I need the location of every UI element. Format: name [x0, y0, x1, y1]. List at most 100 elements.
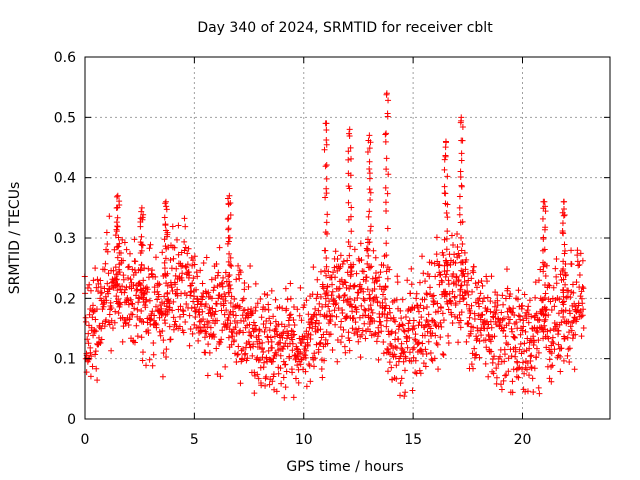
data-point [578, 333, 585, 340]
data-point [433, 251, 440, 258]
data-point [429, 317, 436, 324]
data-point [561, 335, 568, 342]
data-point [366, 208, 373, 215]
data-point [466, 314, 473, 321]
data-point [460, 296, 467, 303]
data-point [579, 312, 586, 319]
data-point [123, 246, 130, 253]
y-tick-label: 0.6 [54, 50, 76, 66]
data-point [332, 248, 339, 255]
data-point [398, 340, 405, 347]
data-point [453, 281, 460, 288]
data-point [432, 322, 439, 329]
data-point [441, 236, 448, 243]
data-point [366, 170, 373, 177]
data-point [342, 313, 349, 320]
data-point [524, 388, 531, 395]
data-point [193, 269, 200, 276]
data-point [378, 328, 385, 335]
data-point [561, 198, 568, 205]
data-point [107, 299, 114, 306]
data-point [346, 337, 353, 344]
data-point [370, 247, 377, 254]
data-point [366, 158, 373, 165]
data-point [361, 297, 368, 304]
data-point [347, 301, 354, 308]
data-point [221, 291, 228, 298]
data-point [117, 301, 124, 308]
data-point [494, 291, 501, 298]
data-point [457, 259, 464, 266]
data-point [113, 282, 120, 289]
data-point [479, 282, 486, 289]
data-point [87, 373, 94, 380]
data-point [130, 282, 137, 289]
data-point [440, 317, 447, 324]
data-point [231, 295, 238, 302]
data-point [265, 347, 272, 354]
data-point [482, 337, 489, 344]
data-point [149, 267, 156, 274]
data-point [384, 368, 391, 375]
data-point [430, 292, 437, 299]
data-point [421, 296, 428, 303]
data-point [104, 248, 111, 255]
data-point [465, 277, 472, 284]
data-point [172, 281, 179, 288]
data-point [152, 254, 159, 261]
data-point [384, 264, 391, 271]
data-point [457, 317, 464, 324]
data-point [277, 365, 284, 372]
data-point [416, 319, 423, 326]
data-point [484, 294, 491, 301]
data-point [438, 323, 445, 330]
data-point [442, 138, 449, 145]
data-point [113, 193, 120, 200]
data-point [382, 296, 389, 303]
data-point [342, 349, 349, 356]
data-point [315, 307, 322, 314]
data-point [108, 305, 115, 312]
data-point [464, 288, 471, 295]
data-point [262, 375, 269, 382]
data-point [401, 348, 408, 355]
data-point [419, 340, 426, 347]
data-point [558, 345, 565, 352]
data-point [367, 295, 374, 302]
data-point [541, 246, 548, 253]
data-point [576, 261, 583, 268]
data-point [427, 349, 434, 356]
data-point [565, 318, 572, 325]
data-point [167, 336, 174, 343]
data-point [442, 153, 449, 160]
data-point [334, 337, 341, 344]
data-point [306, 324, 313, 331]
data-point [441, 156, 448, 163]
data-point [385, 171, 392, 178]
data-point [106, 311, 113, 318]
data-point [89, 363, 96, 370]
data-point [240, 318, 247, 325]
data-point [436, 261, 443, 268]
data-point [385, 97, 392, 104]
data-point [138, 261, 145, 268]
data-point [352, 319, 359, 326]
data-point [348, 204, 355, 211]
data-point [476, 354, 483, 361]
data-point [194, 295, 201, 302]
data-point [346, 285, 353, 292]
data-point [84, 284, 91, 291]
data-point [530, 333, 537, 340]
data-point [127, 276, 134, 283]
data-point [94, 276, 101, 283]
data-point [373, 270, 380, 277]
data-point [353, 306, 360, 313]
y-tick-label: 0.4 [54, 171, 76, 187]
data-point [283, 305, 290, 312]
data-point [138, 208, 145, 215]
data-point [553, 280, 560, 287]
data-point [339, 261, 346, 268]
data-point [254, 343, 261, 350]
data-point [357, 354, 364, 361]
data-point [323, 329, 330, 336]
